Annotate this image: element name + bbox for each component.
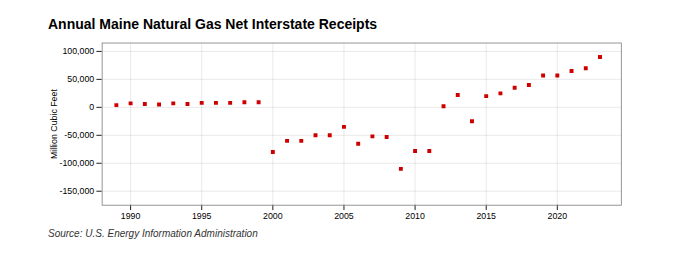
- svg-text:2005: 2005: [334, 211, 354, 221]
- html-text:Annual Maine Natural Gas Net I: Annual Maine Natural Gas Net Interstate …: [48, 16, 378, 32]
- svg-text:50,000: 50,000: [67, 74, 94, 84]
- svg-text:2000: 2000: [263, 211, 283, 221]
- html-text:Source: U.S. Energy Informatio: Source: U.S. Energy Information Administ…: [48, 227, 258, 239]
- svg-text:0: 0: [89, 102, 94, 112]
- svg-text:2015: 2015: [476, 211, 496, 221]
- svg-text:1990: 1990: [121, 211, 141, 221]
- svg-text:-100,000: -100,000: [59, 158, 94, 168]
- svg-text:Million Cubic Feet: Million Cubic Feet: [49, 89, 59, 159]
- svg-text:1995: 1995: [192, 211, 212, 221]
- svg-text:100,000: 100,000: [62, 46, 94, 56]
- svg-text:-50,000: -50,000: [64, 130, 94, 140]
- svg-text:2020: 2020: [548, 211, 568, 221]
- svg-text:2010: 2010: [405, 211, 425, 221]
- svg-text:-150,000: -150,000: [59, 186, 94, 196]
